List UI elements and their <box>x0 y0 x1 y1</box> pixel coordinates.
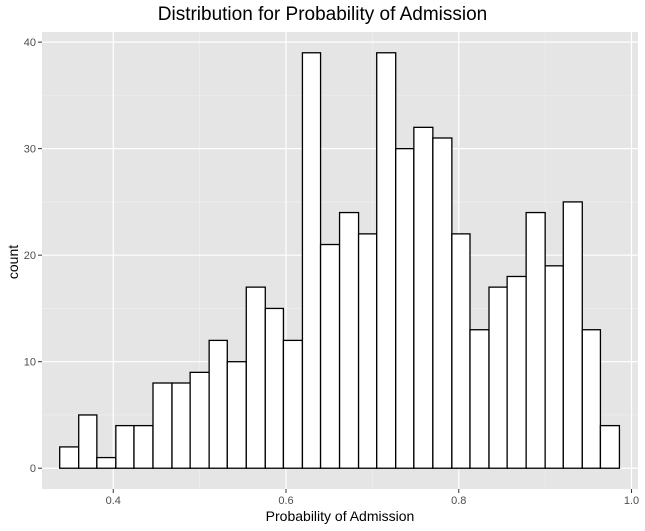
histogram-bar <box>245 286 266 469</box>
histogram-bar <box>78 414 98 469</box>
histogram-bar <box>282 339 304 469</box>
histogram-bar <box>506 275 527 469</box>
y-tick-label: 0 <box>30 463 36 475</box>
histogram-bar <box>59 446 80 469</box>
histogram-bars <box>59 52 621 469</box>
y-tick-label: 40 <box>24 37 36 49</box>
histogram-bar <box>171 382 191 469</box>
y-tick-label: 10 <box>24 357 36 369</box>
histogram-bar <box>319 243 341 469</box>
x-tick-label: 0.6 <box>278 495 293 507</box>
histogram-bar <box>338 211 360 469</box>
histogram-bar <box>189 371 210 469</box>
histogram-bar <box>525 211 546 469</box>
y-tick-label: 30 <box>24 144 36 156</box>
histogram-bar <box>96 456 117 469</box>
histogram-bar <box>413 126 434 469</box>
chart-title: Distribution for Probability of Admissio… <box>157 4 488 25</box>
histogram-bar <box>469 329 490 469</box>
histogram-bar <box>562 201 583 469</box>
x-tick-label: 1.0 <box>624 495 639 507</box>
histogram-bar <box>376 52 397 469</box>
histogram-bar <box>133 424 154 469</box>
histogram-bar <box>115 424 135 469</box>
histogram-bar <box>599 424 621 469</box>
y-axis-label: count <box>5 244 21 280</box>
y-tick-label: 20 <box>24 250 36 262</box>
histogram-bar <box>301 52 322 469</box>
axis-ticks: 0.4 0.6 0.8 1.0 0 10 20 30 40 <box>24 37 639 507</box>
histogram-bar <box>488 286 508 469</box>
histogram-bar <box>357 233 378 469</box>
histogram-bar <box>451 233 471 469</box>
histogram-bar <box>432 137 453 469</box>
histogram-bar <box>152 382 173 469</box>
histogram-bar <box>395 147 415 469</box>
histogram-bar <box>226 361 247 469</box>
x-tick-label: 0.4 <box>106 495 121 507</box>
histogram-bar <box>544 265 564 469</box>
histogram-bar <box>581 329 602 469</box>
histogram-bar <box>264 307 285 469</box>
x-axis-label: Probability of Admission <box>265 508 415 524</box>
histogram-bar <box>208 339 228 469</box>
x-tick-label: 0.8 <box>451 495 466 507</box>
